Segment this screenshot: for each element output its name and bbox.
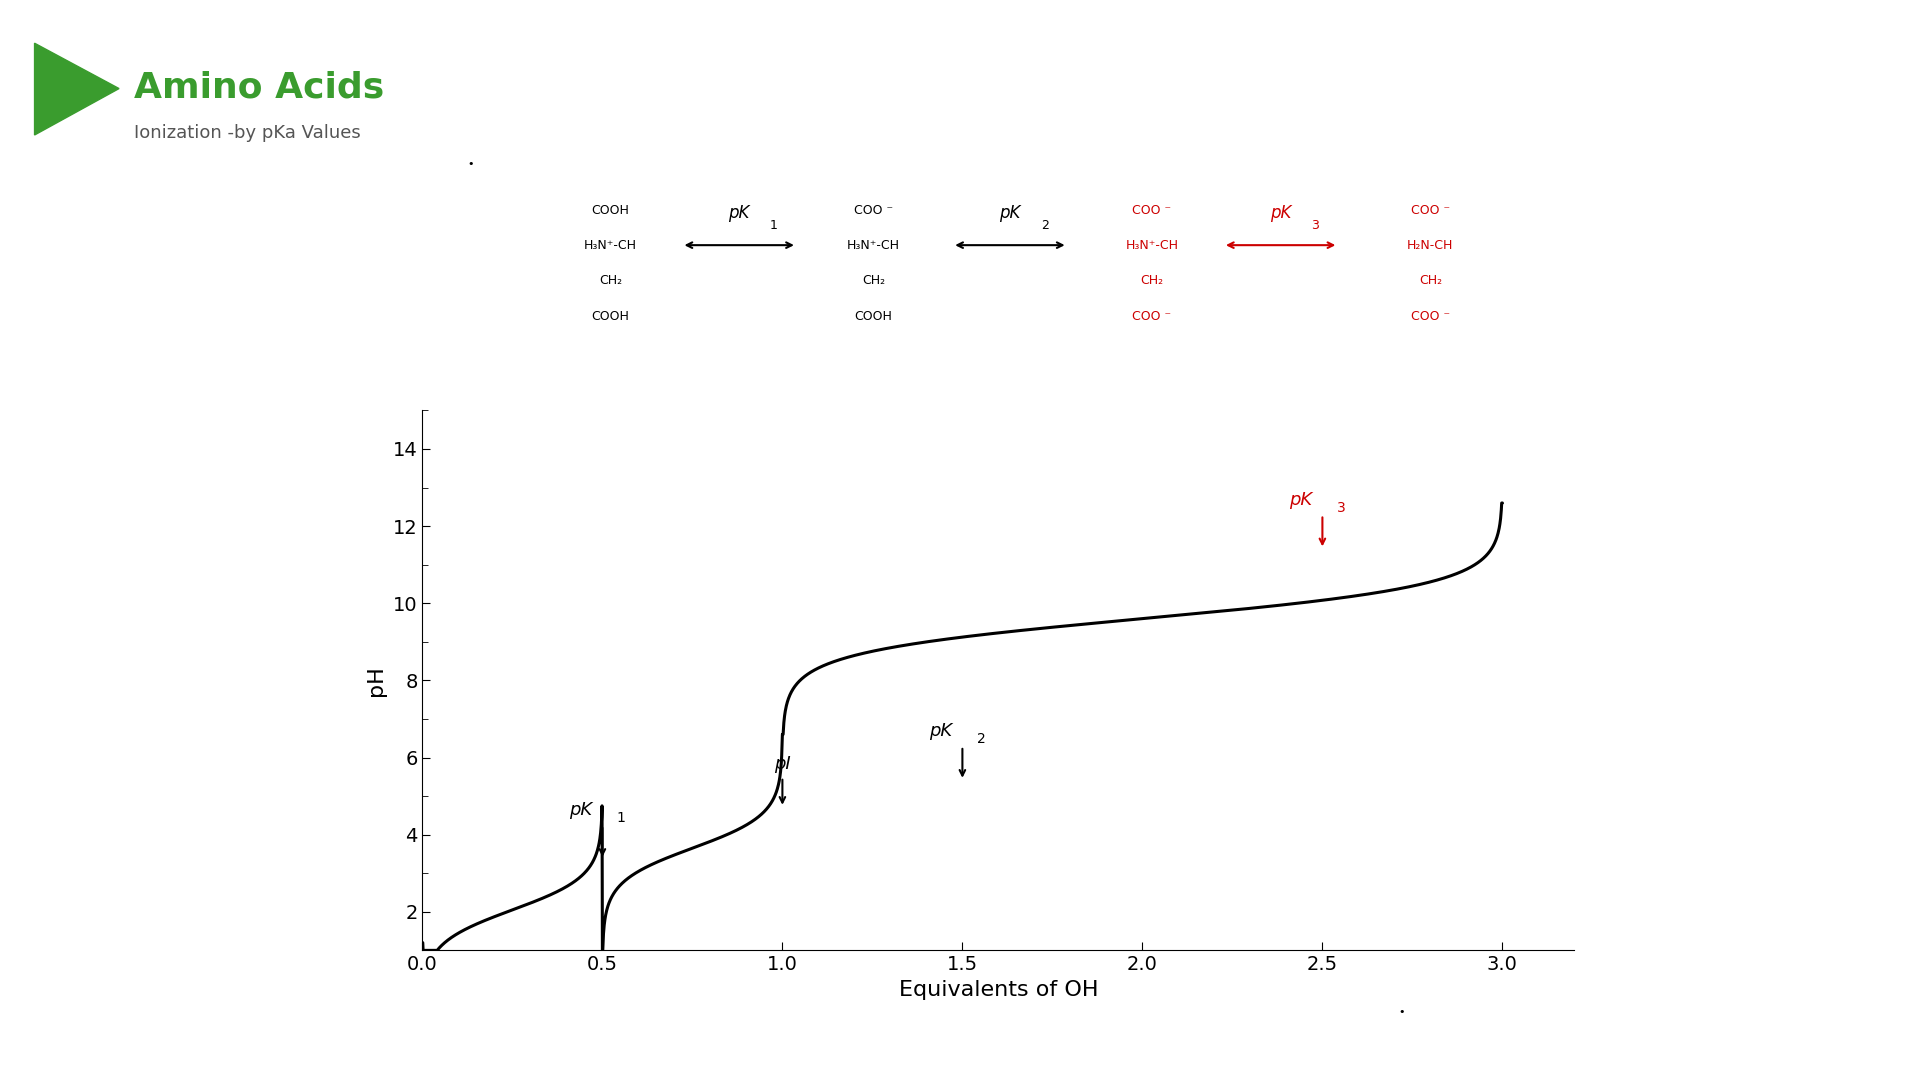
Text: pK: pK <box>1288 490 1313 509</box>
Text: 3: 3 <box>1336 500 1346 514</box>
Text: H₃N⁺-CH: H₃N⁺-CH <box>584 239 637 252</box>
Text: pK: pK <box>728 204 751 221</box>
Text: pK: pK <box>568 801 593 820</box>
Text: CH₂: CH₂ <box>599 274 622 287</box>
Text: •: • <box>1398 1008 1405 1017</box>
Text: H₃N⁺-CH: H₃N⁺-CH <box>847 239 900 252</box>
Text: CH₂: CH₂ <box>1419 274 1442 287</box>
Text: COOH: COOH <box>854 310 893 323</box>
Text: COO ⁻: COO ⁻ <box>1411 310 1450 323</box>
Text: pI: pI <box>774 755 791 773</box>
Text: 3: 3 <box>1311 219 1319 232</box>
Text: CH₂: CH₂ <box>1140 274 1164 287</box>
Text: COOH: COOH <box>591 310 630 323</box>
Text: 2: 2 <box>977 732 985 746</box>
Text: pK: pK <box>929 723 952 740</box>
Text: pK: pK <box>1269 204 1292 221</box>
Text: H₂N-CH: H₂N-CH <box>1407 239 1453 252</box>
Text: •: • <box>467 160 474 170</box>
Text: COO ⁻: COO ⁻ <box>1411 204 1450 217</box>
Text: COOH: COOH <box>591 204 630 217</box>
X-axis label: Equivalents of OH: Equivalents of OH <box>899 980 1098 1000</box>
Text: H₃N⁺-CH: H₃N⁺-CH <box>1125 239 1179 252</box>
Text: 1: 1 <box>616 811 626 825</box>
Text: Ionization -by pKa Values: Ionization -by pKa Values <box>134 124 361 143</box>
Text: CH₂: CH₂ <box>862 274 885 287</box>
Text: 2: 2 <box>1041 219 1048 232</box>
Text: Amino Acids: Amino Acids <box>134 70 384 104</box>
Y-axis label: pH: pH <box>367 665 386 696</box>
Text: pK: pK <box>998 204 1021 221</box>
Text: COO ⁻: COO ⁻ <box>854 204 893 217</box>
Text: COO ⁻: COO ⁻ <box>1133 204 1171 217</box>
Text: 1: 1 <box>770 219 778 232</box>
Text: COO ⁻: COO ⁻ <box>1133 310 1171 323</box>
